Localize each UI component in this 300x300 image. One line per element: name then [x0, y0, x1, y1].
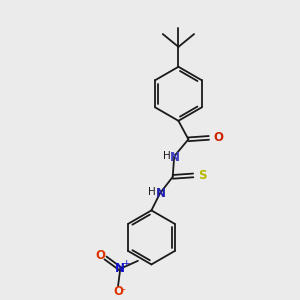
Text: O: O — [214, 131, 224, 144]
Text: O: O — [113, 285, 123, 298]
Text: S: S — [198, 169, 207, 182]
Text: N: N — [170, 151, 180, 164]
Text: +: + — [122, 259, 129, 268]
Text: N: N — [115, 262, 125, 275]
Text: H: H — [163, 151, 170, 160]
Text: H: H — [148, 187, 156, 197]
Text: O: O — [96, 249, 106, 262]
Text: -: - — [121, 284, 125, 294]
Text: N: N — [155, 188, 166, 200]
